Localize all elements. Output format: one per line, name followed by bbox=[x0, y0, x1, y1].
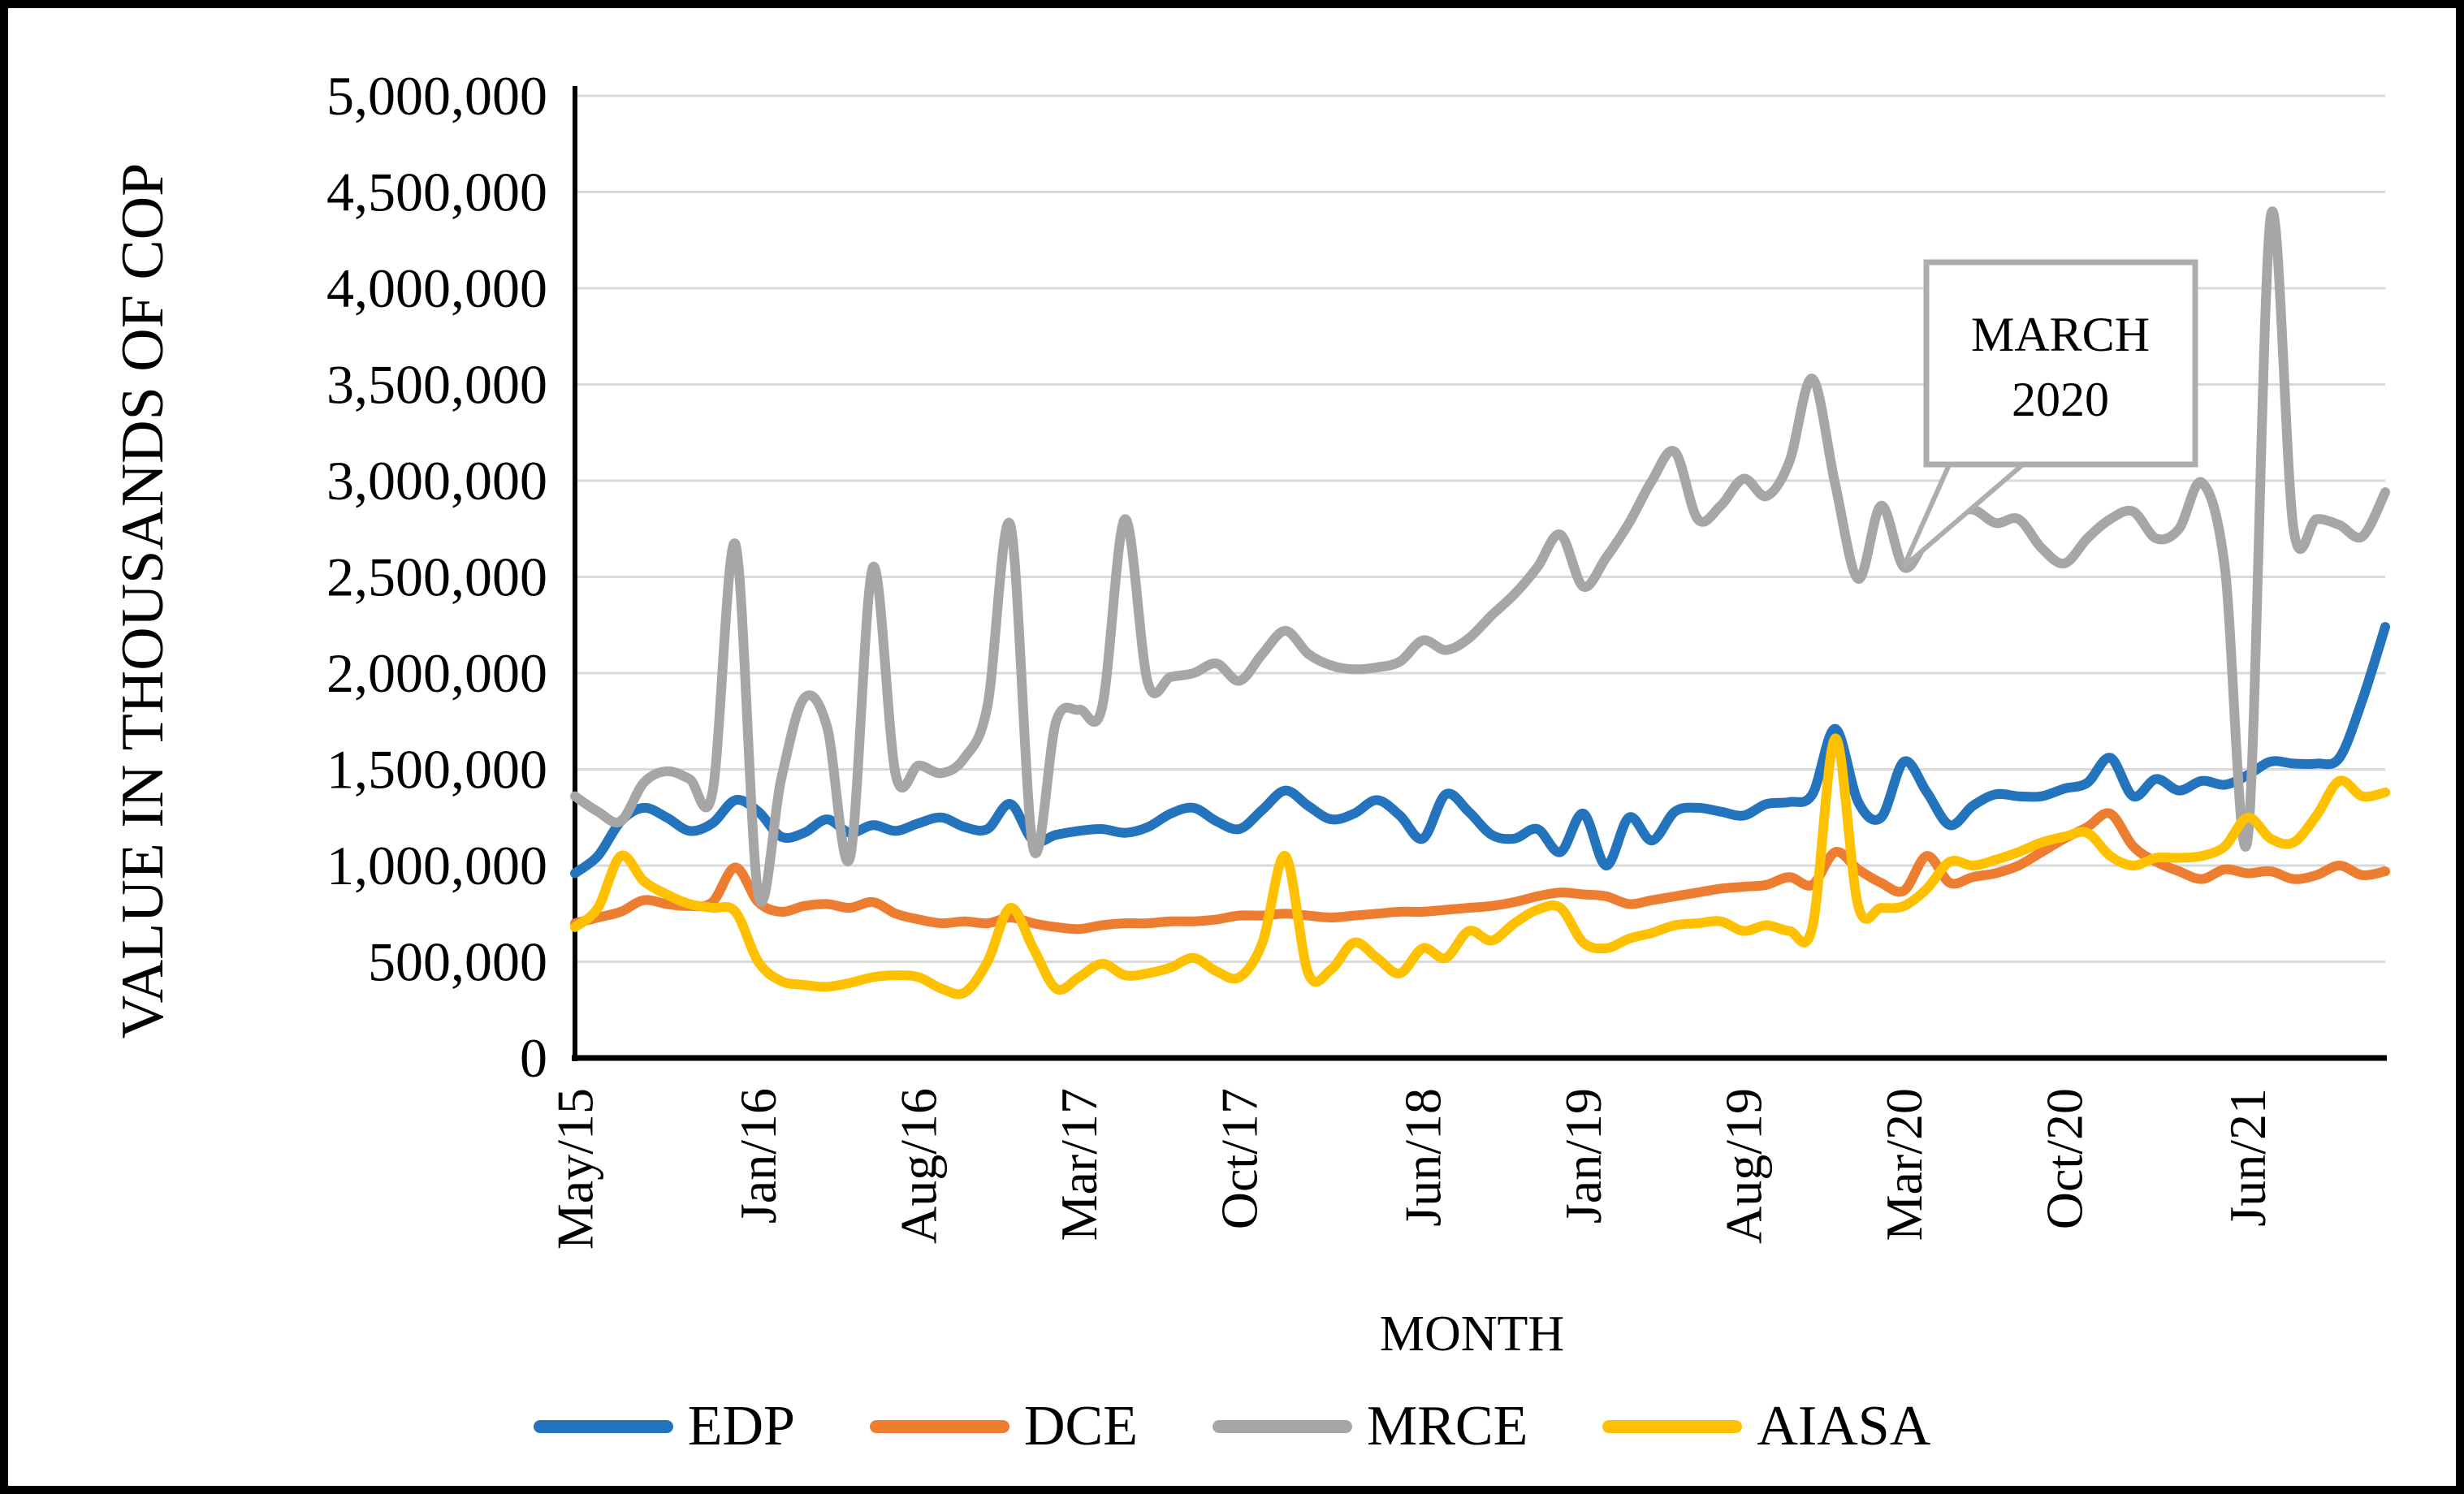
y-tick-label: 1,000,000 bbox=[326, 835, 547, 896]
legend-label-aiasa: AIASA bbox=[1757, 1395, 1931, 1457]
legend-label-edp: EDP bbox=[687, 1395, 795, 1457]
gridlines bbox=[575, 94, 2385, 963]
legend-item-edp: EDP bbox=[533, 1395, 795, 1457]
legend-swatch-edp bbox=[533, 1420, 673, 1433]
x-tick-label: Mar/20 bbox=[1875, 1088, 1933, 1241]
line-chart: MARCH 2020 0 500,000 1,000,000 1,500,000 2,0… bbox=[110, 65, 2390, 1250]
legend: EDP DCE MRCE AIASA bbox=[8, 1398, 2456, 1455]
x-tick-label: Aug/16 bbox=[890, 1088, 948, 1244]
y-tick-label: 5,000,000 bbox=[326, 65, 547, 127]
callout-box-inner bbox=[1933, 269, 2189, 458]
x-tick-label: May/15 bbox=[547, 1088, 604, 1250]
x-tick-label: Jan/19 bbox=[1554, 1088, 1612, 1224]
y-tick-label: 4,500,000 bbox=[326, 162, 547, 223]
x-tick-label: Mar/17 bbox=[1050, 1088, 1108, 1241]
y-tick-label: 3,500,000 bbox=[326, 354, 547, 416]
y-tick-label: 3,000,000 bbox=[326, 450, 547, 512]
x-tick-label: Jun/18 bbox=[1394, 1088, 1451, 1227]
series-line-mrce bbox=[570, 206, 2390, 907]
callout-pointer bbox=[1901, 451, 2043, 569]
x-tick-label: Aug/19 bbox=[1714, 1088, 1772, 1244]
legend-swatch-dce bbox=[869, 1420, 1009, 1433]
callout-text-line2: 2020 bbox=[2012, 373, 2109, 426]
x-axis-title: MONTH bbox=[1379, 1306, 1565, 1362]
legend-item-dce: DCE bbox=[869, 1395, 1138, 1457]
legend-swatch-mrce bbox=[1212, 1420, 1352, 1433]
y-tick-label: 4,000,000 bbox=[326, 257, 547, 319]
y-tick-label: 2,000,000 bbox=[326, 642, 547, 704]
callout-text-line1: MARCH bbox=[1971, 308, 2150, 361]
series-lines bbox=[570, 206, 2390, 1000]
y-tick-label: 1,500,000 bbox=[326, 739, 547, 801]
y-axis-title: VALUE IN THOUSANDS OF COP bbox=[110, 163, 176, 1039]
y-tick-label: 2,500,000 bbox=[326, 546, 547, 608]
series-line-aiasa bbox=[570, 733, 2390, 1000]
y-tick-label: 0 bbox=[520, 1027, 547, 1089]
x-tick-label: Oct/20 bbox=[2035, 1088, 2093, 1229]
y-axis-tick-labels: 0 500,000 1,000,000 1,500,000 2,000,000 2,500… bbox=[326, 65, 547, 1089]
x-tick-label: Jan/16 bbox=[729, 1088, 787, 1224]
legend-swatch-aiasa bbox=[1602, 1420, 1743, 1433]
x-tick-label: Oct/17 bbox=[1211, 1088, 1269, 1229]
annotation-callout: MARCH 2020 bbox=[1901, 259, 2198, 569]
legend-item-aiasa: AIASA bbox=[1602, 1398, 1930, 1455]
x-axis-tick-labels: May/15 Jan/16 Aug/16 Mar/17 Oct/17 Jun/18 Jan/… bbox=[547, 1088, 2277, 1250]
axes bbox=[572, 86, 2387, 1061]
x-tick-label: Jun/21 bbox=[2219, 1088, 2276, 1227]
y-tick-label: 500,000 bbox=[368, 931, 547, 993]
legend-label-dce: DCE bbox=[1023, 1395, 1138, 1457]
series-line-edp bbox=[570, 622, 2390, 879]
legend-item-mrce: MRCE bbox=[1212, 1395, 1528, 1457]
legend-label-mrce: MRCE bbox=[1366, 1395, 1528, 1457]
